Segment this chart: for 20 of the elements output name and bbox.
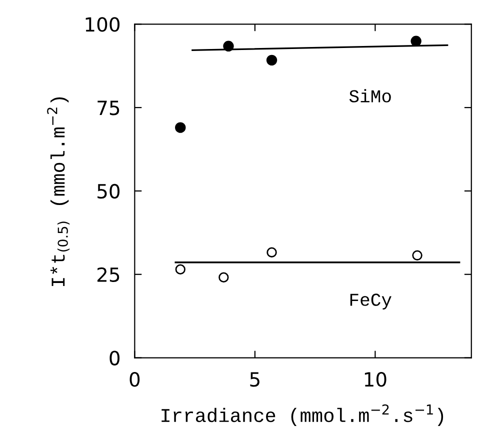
point bbox=[218, 272, 229, 282]
point bbox=[175, 122, 186, 133]
y-tick-label: 25 bbox=[97, 267, 120, 282]
point bbox=[175, 264, 186, 274]
point bbox=[266, 247, 277, 258]
y-tick-label: 0 bbox=[110, 350, 120, 366]
y-tick-label: 100 bbox=[86, 17, 120, 32]
y-tick-label: 75 bbox=[98, 100, 120, 116]
x-tick-label: 10 bbox=[364, 372, 386, 387]
point bbox=[266, 54, 278, 66]
text: FeCy bbox=[350, 294, 392, 310]
x-axis-title: Irradiance (mmol.m$^{−2}$.s$^{−1}$) bbox=[162, 404, 444, 426]
x-tick-label: 5 bbox=[250, 372, 260, 387]
x-tick-label: 0 bbox=[130, 372, 140, 387]
text: I*t$_{(0.5)}$ (mmol.m$^{−2}$) bbox=[47, 97, 70, 286]
point bbox=[223, 40, 234, 52]
text: SiMo bbox=[349, 89, 391, 102]
point bbox=[412, 250, 422, 260]
point bbox=[410, 36, 422, 47]
y-tick-label: 50 bbox=[98, 184, 120, 199]
